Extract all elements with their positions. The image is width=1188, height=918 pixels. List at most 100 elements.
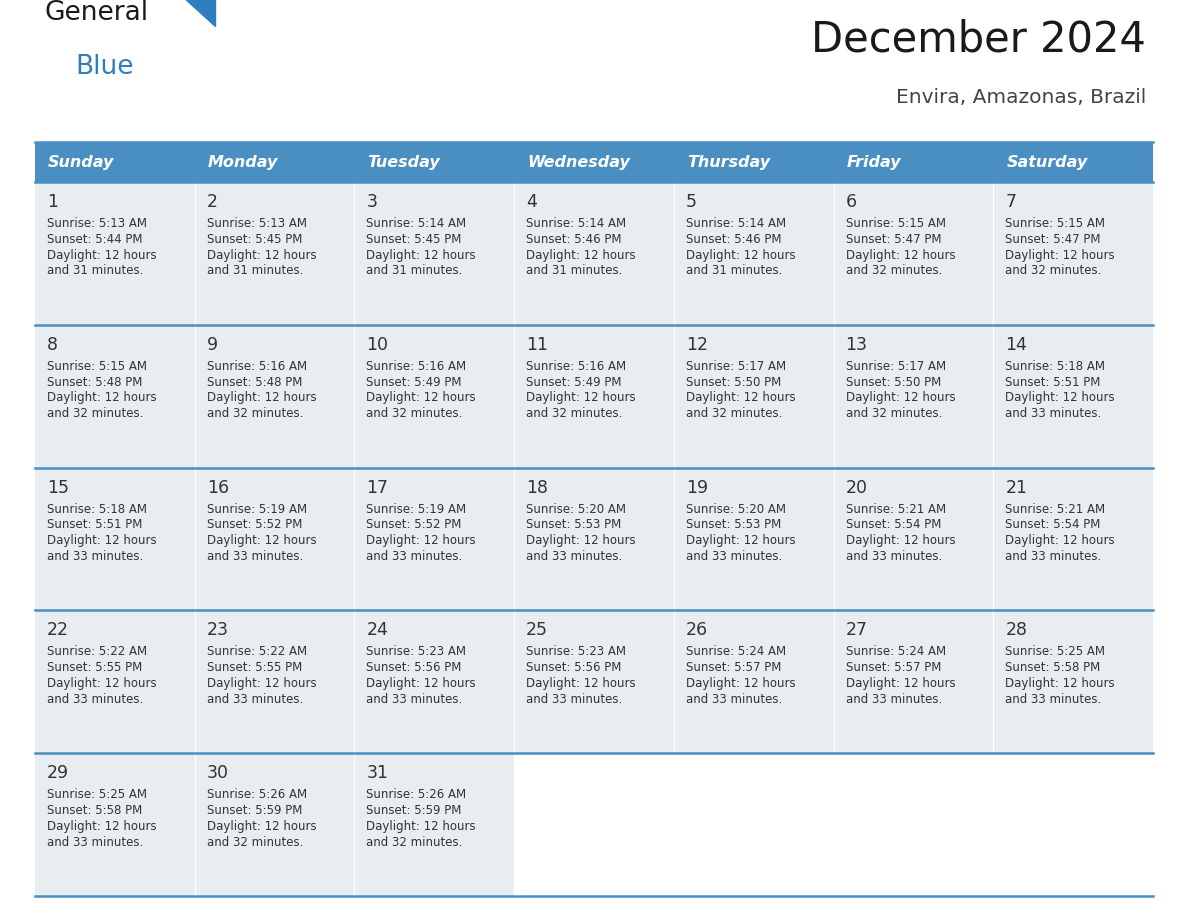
Text: Sunrise: 5:15 AM: Sunrise: 5:15 AM	[1005, 217, 1105, 230]
Bar	[354, 325, 514, 467]
Text: Sunset: 5:49 PM: Sunset: 5:49 PM	[366, 375, 462, 388]
Text: Sunset: 5:54 PM: Sunset: 5:54 PM	[1005, 519, 1100, 532]
Text: Daylight: 12 hours: Daylight: 12 hours	[685, 677, 796, 690]
Text: Daylight: 12 hours: Daylight: 12 hours	[48, 391, 157, 405]
Text: Daylight: 12 hours: Daylight: 12 hours	[846, 391, 955, 405]
Text: Blue: Blue	[75, 54, 133, 80]
Bar	[195, 142, 354, 182]
Text: Daylight: 12 hours: Daylight: 12 hours	[1005, 391, 1114, 405]
Text: Daylight: 12 hours: Daylight: 12 hours	[526, 677, 636, 690]
Text: Sunrise: 5:18 AM: Sunrise: 5:18 AM	[48, 502, 147, 516]
Text: and 33 minutes.: and 33 minutes.	[366, 693, 462, 706]
Text: Sunset: 5:52 PM: Sunset: 5:52 PM	[366, 519, 462, 532]
Text: Sunset: 5:51 PM: Sunset: 5:51 PM	[1005, 375, 1100, 388]
Bar	[34, 610, 195, 753]
Text: December 2024: December 2024	[811, 18, 1146, 60]
Text: and 32 minutes.: and 32 minutes.	[526, 408, 623, 420]
Text: Sunrise: 5:22 AM: Sunrise: 5:22 AM	[207, 645, 307, 658]
Bar	[34, 182, 195, 325]
Text: Daylight: 12 hours: Daylight: 12 hours	[526, 534, 636, 547]
Text: 17: 17	[366, 478, 388, 497]
Text: and 33 minutes.: and 33 minutes.	[526, 693, 623, 706]
Bar	[993, 142, 1154, 182]
Bar	[993, 182, 1154, 325]
Text: Daylight: 12 hours: Daylight: 12 hours	[207, 391, 316, 405]
Text: 30: 30	[207, 764, 229, 782]
Bar	[514, 467, 674, 610]
Text: Sunday: Sunday	[48, 154, 114, 170]
Bar	[195, 467, 354, 610]
Text: Daylight: 12 hours: Daylight: 12 hours	[366, 534, 476, 547]
Text: 1: 1	[48, 193, 58, 211]
Text: 2: 2	[207, 193, 217, 211]
Text: Sunset: 5:47 PM: Sunset: 5:47 PM	[1005, 233, 1101, 246]
Text: 18: 18	[526, 478, 548, 497]
Text: and 31 minutes.: and 31 minutes.	[526, 264, 623, 277]
Polygon shape	[182, 0, 215, 26]
Bar	[195, 325, 354, 467]
Text: and 32 minutes.: and 32 minutes.	[366, 408, 463, 420]
Bar	[354, 753, 514, 896]
Bar	[354, 610, 514, 753]
Text: and 33 minutes.: and 33 minutes.	[48, 835, 144, 848]
Text: and 33 minutes.: and 33 minutes.	[846, 550, 942, 563]
Text: Sunset: 5:59 PM: Sunset: 5:59 PM	[366, 804, 462, 817]
Text: Sunrise: 5:19 AM: Sunrise: 5:19 AM	[366, 502, 467, 516]
Text: Sunrise: 5:23 AM: Sunrise: 5:23 AM	[366, 645, 467, 658]
Text: and 33 minutes.: and 33 minutes.	[685, 550, 782, 563]
Text: Sunrise: 5:23 AM: Sunrise: 5:23 AM	[526, 645, 626, 658]
Text: Sunrise: 5:20 AM: Sunrise: 5:20 AM	[526, 502, 626, 516]
Text: Daylight: 12 hours: Daylight: 12 hours	[48, 249, 157, 262]
Bar	[993, 753, 1154, 896]
Text: Sunrise: 5:24 AM: Sunrise: 5:24 AM	[685, 645, 786, 658]
Bar	[674, 142, 834, 182]
Text: Daylight: 12 hours: Daylight: 12 hours	[1005, 534, 1114, 547]
Text: Sunrise: 5:25 AM: Sunrise: 5:25 AM	[48, 789, 147, 801]
Text: Daylight: 12 hours: Daylight: 12 hours	[846, 534, 955, 547]
Text: Sunset: 5:59 PM: Sunset: 5:59 PM	[207, 804, 302, 817]
Text: 3: 3	[366, 193, 378, 211]
Text: Sunset: 5:48 PM: Sunset: 5:48 PM	[48, 375, 143, 388]
Text: Sunset: 5:55 PM: Sunset: 5:55 PM	[48, 661, 143, 674]
Text: Sunrise: 5:16 AM: Sunrise: 5:16 AM	[526, 360, 626, 373]
Text: Sunrise: 5:19 AM: Sunrise: 5:19 AM	[207, 502, 307, 516]
Text: Sunrise: 5:17 AM: Sunrise: 5:17 AM	[846, 360, 946, 373]
Text: Daylight: 12 hours: Daylight: 12 hours	[207, 677, 316, 690]
Text: 6: 6	[846, 193, 857, 211]
Text: Daylight: 12 hours: Daylight: 12 hours	[846, 677, 955, 690]
Text: Daylight: 12 hours: Daylight: 12 hours	[526, 391, 636, 405]
Text: and 33 minutes.: and 33 minutes.	[846, 693, 942, 706]
Text: Sunrise: 5:13 AM: Sunrise: 5:13 AM	[48, 217, 147, 230]
Text: 31: 31	[366, 764, 388, 782]
Text: and 33 minutes.: and 33 minutes.	[48, 693, 144, 706]
Text: Sunrise: 5:13 AM: Sunrise: 5:13 AM	[207, 217, 307, 230]
Text: Daylight: 12 hours: Daylight: 12 hours	[685, 249, 796, 262]
Text: Sunset: 5:54 PM: Sunset: 5:54 PM	[846, 519, 941, 532]
Text: Wednesday: Wednesday	[527, 154, 630, 170]
Bar	[195, 610, 354, 753]
Text: Sunrise: 5:21 AM: Sunrise: 5:21 AM	[1005, 502, 1105, 516]
Text: Sunset: 5:48 PM: Sunset: 5:48 PM	[207, 375, 302, 388]
Text: Sunset: 5:47 PM: Sunset: 5:47 PM	[846, 233, 941, 246]
Bar	[674, 325, 834, 467]
Text: Sunset: 5:58 PM: Sunset: 5:58 PM	[1005, 661, 1100, 674]
Text: Sunset: 5:58 PM: Sunset: 5:58 PM	[48, 804, 143, 817]
Text: Daylight: 12 hours: Daylight: 12 hours	[685, 391, 796, 405]
Text: Sunset: 5:55 PM: Sunset: 5:55 PM	[207, 661, 302, 674]
Text: and 32 minutes.: and 32 minutes.	[48, 408, 144, 420]
Text: Sunrise: 5:21 AM: Sunrise: 5:21 AM	[846, 502, 946, 516]
Text: and 33 minutes.: and 33 minutes.	[685, 693, 782, 706]
Text: 28: 28	[1005, 621, 1028, 640]
Text: Sunrise: 5:17 AM: Sunrise: 5:17 AM	[685, 360, 786, 373]
Bar	[834, 182, 993, 325]
Text: and 32 minutes.: and 32 minutes.	[846, 264, 942, 277]
Text: and 32 minutes.: and 32 minutes.	[366, 835, 463, 848]
Text: 19: 19	[685, 478, 708, 497]
Text: Daylight: 12 hours: Daylight: 12 hours	[366, 391, 476, 405]
Bar	[674, 182, 834, 325]
Text: Sunset: 5:45 PM: Sunset: 5:45 PM	[366, 233, 462, 246]
Text: Daylight: 12 hours: Daylight: 12 hours	[48, 820, 157, 833]
Bar	[34, 753, 195, 896]
Text: 15: 15	[48, 478, 69, 497]
Text: and 33 minutes.: and 33 minutes.	[207, 550, 303, 563]
